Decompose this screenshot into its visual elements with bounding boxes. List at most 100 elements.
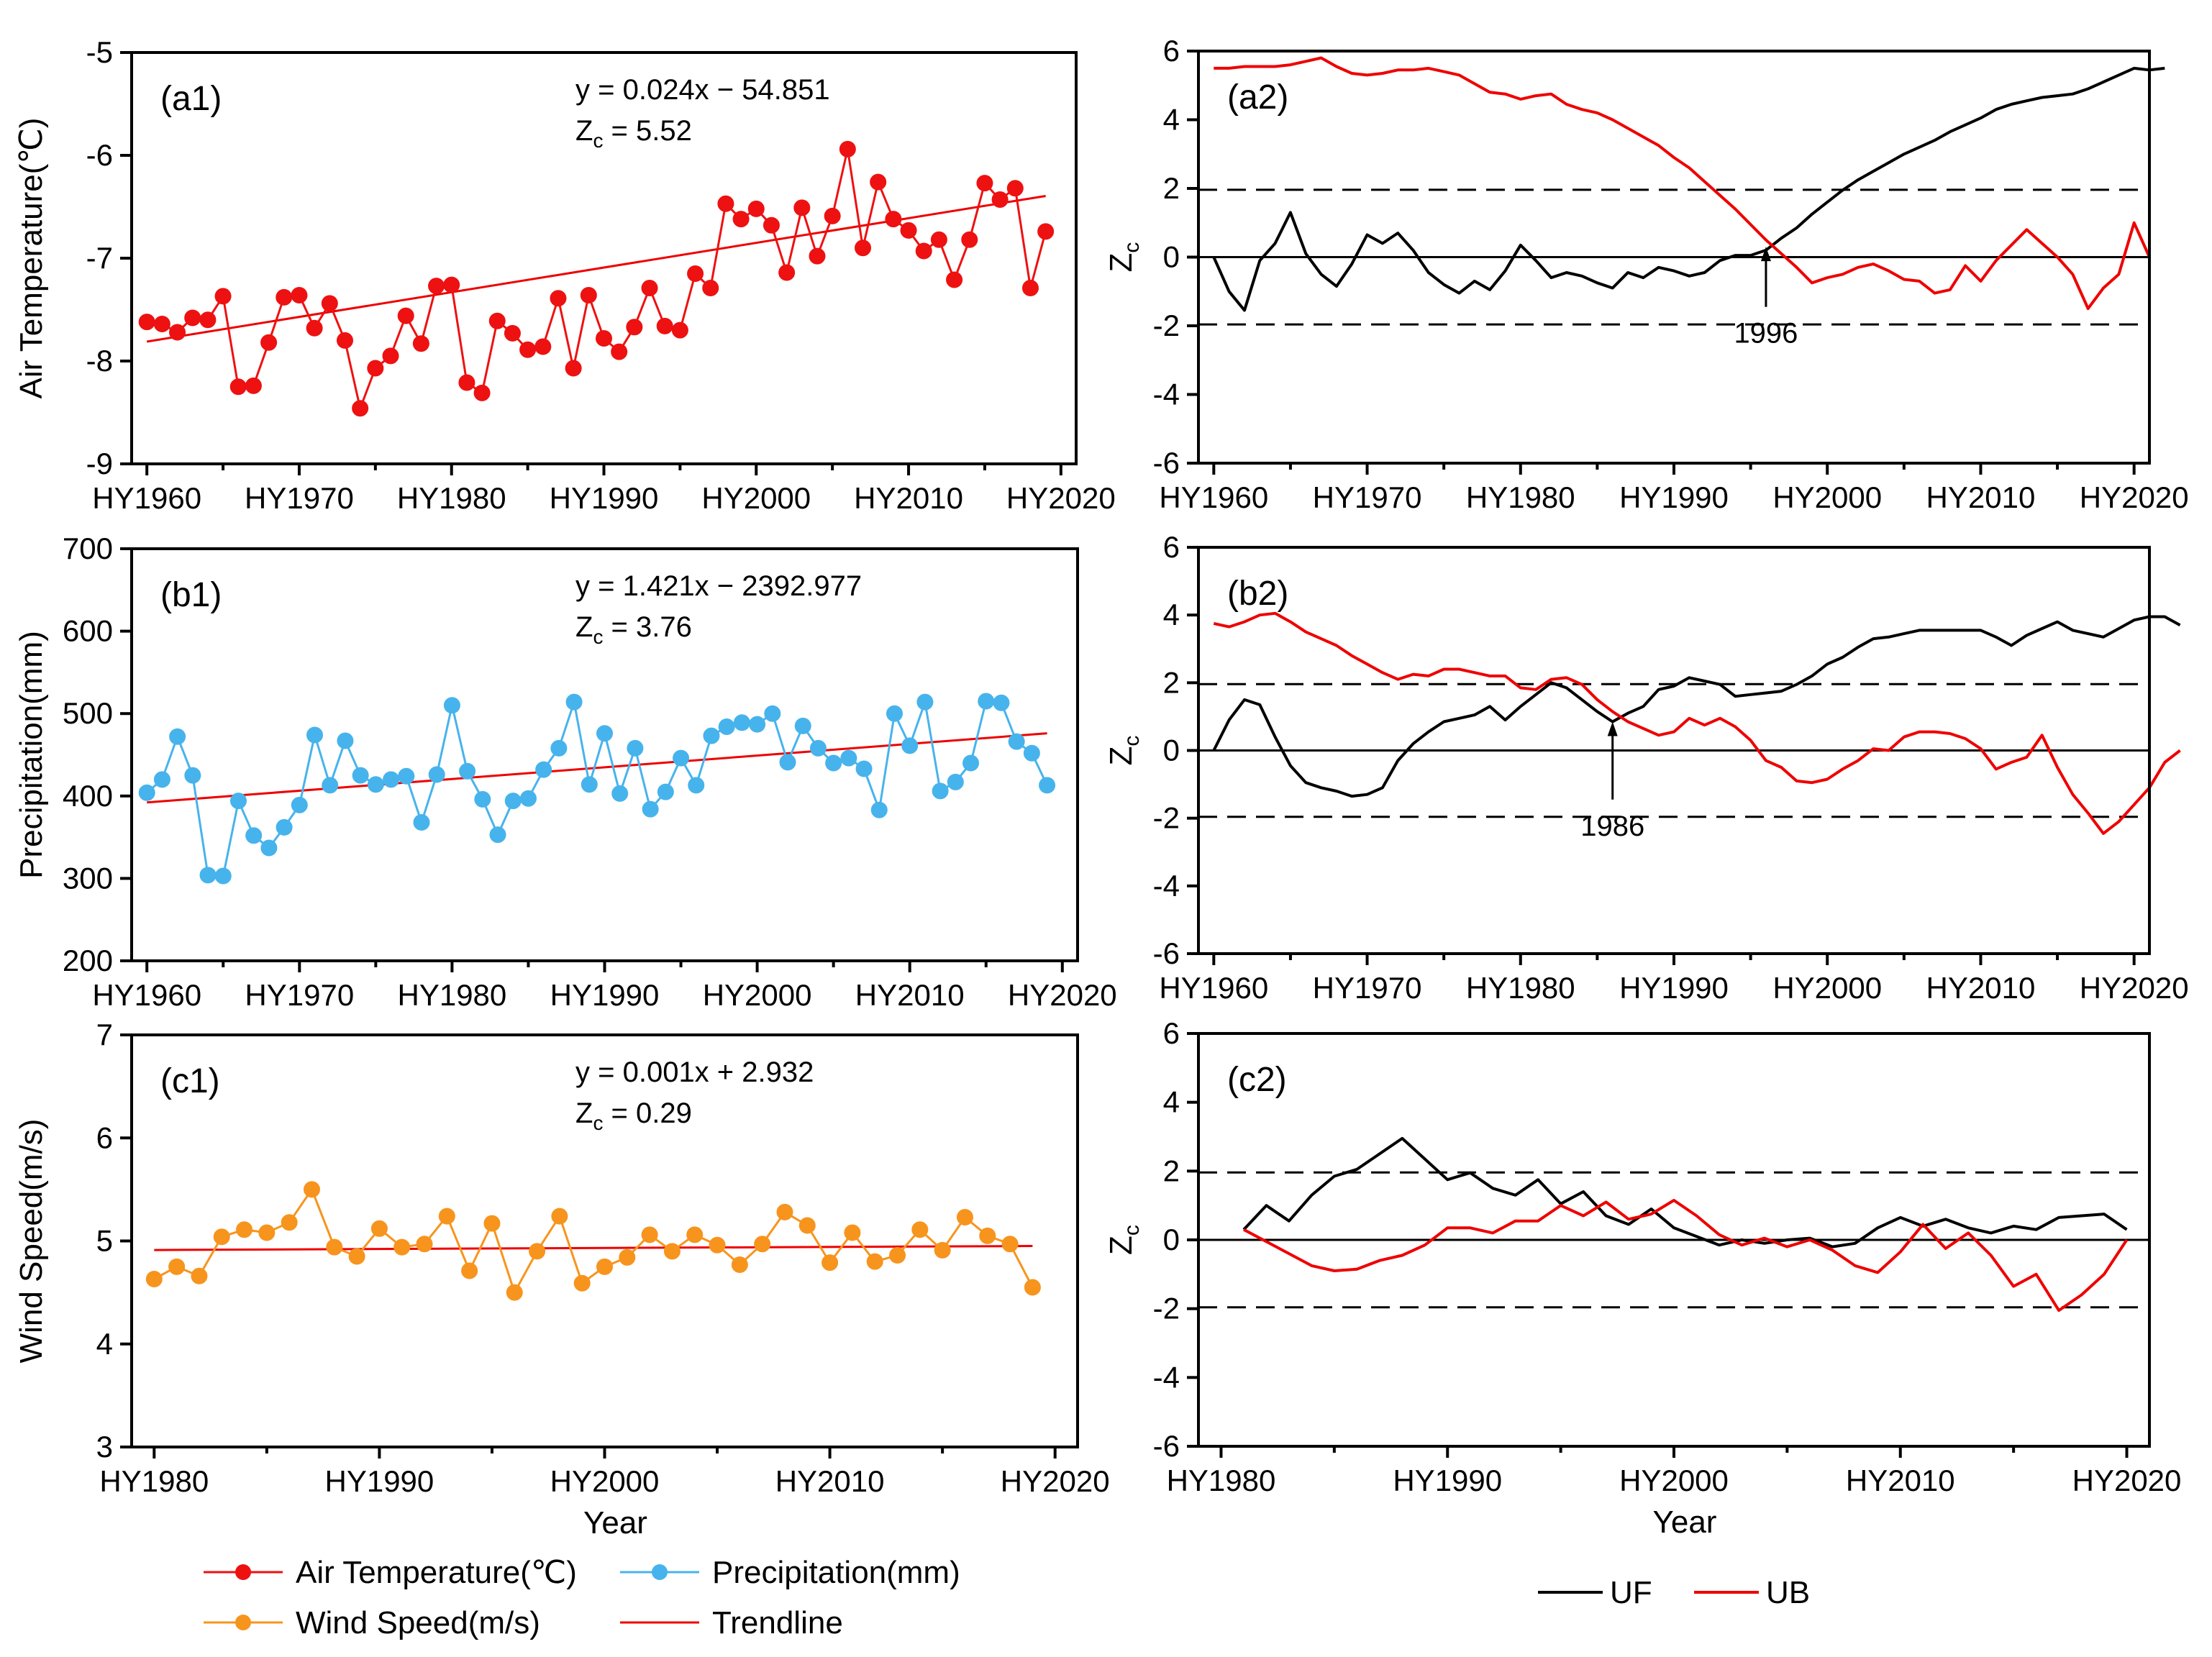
- data-point: [535, 761, 552, 778]
- data-point: [413, 813, 430, 831]
- y-axis-label: Wind Speed(m/s): [14, 1119, 49, 1364]
- data-point: [565, 693, 583, 711]
- data-point: [488, 312, 506, 329]
- panel-label: (a1): [160, 80, 222, 118]
- y-axis-label: Air Temperature(℃): [14, 118, 49, 399]
- x-tick-label: HY2010: [855, 978, 965, 1012]
- data-point: [245, 377, 262, 394]
- data-point: [551, 1208, 568, 1225]
- x-tick-label: HY1960: [1159, 480, 1268, 514]
- y-tick-label: -2: [1153, 309, 1180, 342]
- data-point: [889, 1247, 906, 1264]
- zc-annotation: Zc = 3.76: [575, 611, 692, 648]
- x-tick-label: HY1960: [1159, 971, 1268, 1005]
- zc-subscript: c: [593, 626, 603, 648]
- y-tick-label: -6: [1153, 936, 1180, 970]
- data-point: [519, 790, 537, 807]
- uf-line: [1212, 615, 2181, 798]
- data-point: [461, 1262, 478, 1279]
- data-point: [443, 697, 460, 714]
- data-point: [276, 818, 293, 836]
- data-point: [370, 1220, 388, 1237]
- y-tick-label: 6: [1163, 1016, 1180, 1050]
- data-point: [565, 360, 582, 377]
- data-point: [504, 324, 521, 342]
- data-point: [709, 1236, 726, 1254]
- y-axis-label-sub: c: [1120, 242, 1144, 253]
- data-point: [260, 334, 278, 351]
- panel-c2: -6 -4 -2 0 2 4 6 HY1980 HY1990 HY2000 HY2010 HY2020…: [1103, 1016, 2181, 1540]
- panel-label: (a2): [1227, 78, 1288, 117]
- y-tick-label: 0: [1163, 1223, 1180, 1256]
- x-tick-label: HY1960: [92, 978, 201, 1012]
- legend-label: Precipitation(mm): [712, 1555, 960, 1590]
- data-point: [291, 796, 308, 813]
- uf-line: [1212, 66, 2165, 312]
- legend-label: Wind Speed(m/s): [296, 1605, 540, 1640]
- legend-item: UF: [1538, 1575, 1652, 1610]
- plot-frame: [130, 547, 1079, 962]
- data-point: [809, 739, 827, 757]
- data-point: [991, 191, 1009, 208]
- data-point: [169, 324, 186, 341]
- x-axis-label: Year: [1653, 1505, 1717, 1540]
- data-point: [915, 242, 932, 260]
- y-tick-label: -6: [86, 138, 113, 172]
- legend-label: UF: [1610, 1575, 1652, 1610]
- data-point: [506, 1284, 523, 1301]
- data-point: [291, 286, 308, 303]
- zc-value: = 3.76: [603, 611, 691, 643]
- data-point: [866, 1253, 883, 1270]
- data-point: [245, 827, 263, 844]
- data-point: [322, 777, 339, 794]
- y-tick-label: 3: [96, 1430, 113, 1464]
- data-point: [657, 783, 674, 800]
- data-point: [169, 728, 186, 745]
- x-tick-label: HY1990: [1393, 1464, 1502, 1497]
- data-point: [229, 793, 247, 810]
- y-tick-label: 700: [63, 531, 113, 565]
- y-tick-label: -4: [1153, 869, 1180, 903]
- legend-right: UF UB: [1538, 1575, 1810, 1610]
- x-tick-label: HY2020: [1008, 978, 1117, 1012]
- y-tick-label: 300: [63, 861, 113, 895]
- data-point: [236, 1221, 253, 1238]
- data-point: [611, 343, 628, 360]
- data-point: [641, 279, 658, 296]
- data-point: [504, 793, 522, 810]
- data-point: [596, 330, 612, 347]
- trend-equation: y = 0.024x − 54.851: [575, 74, 830, 106]
- data-point: [191, 1267, 208, 1284]
- data-point: [145, 1271, 163, 1288]
- data-point: [844, 1224, 861, 1241]
- data-point: [749, 716, 766, 733]
- data-point: [993, 694, 1010, 711]
- x-tick-label: HY2010: [854, 481, 963, 515]
- data-point: [474, 790, 491, 808]
- ub-line: [1213, 611, 2181, 835]
- data-point: [870, 173, 887, 191]
- data-point: [138, 314, 155, 331]
- data-point: [747, 200, 765, 217]
- data-point: [458, 374, 475, 391]
- y-tick-label: 6: [1163, 34, 1180, 68]
- data-point: [367, 360, 384, 377]
- y-axis-label-sub: c: [1120, 1225, 1144, 1236]
- x-axis-label: Year: [583, 1505, 647, 1540]
- y-tick-label: 4: [1163, 103, 1180, 137]
- data-point: [276, 288, 293, 306]
- data-point: [642, 800, 659, 818]
- data-point: [794, 717, 811, 734]
- data-point: [1008, 733, 1025, 750]
- data-point: [229, 378, 247, 396]
- data-point: [397, 307, 414, 324]
- data-point: [489, 826, 506, 844]
- y-tick-label: -4: [1153, 378, 1180, 411]
- y-tick-label: -9: [86, 447, 113, 480]
- panel-label: (b2): [1227, 575, 1288, 613]
- data-point: [962, 754, 980, 772]
- data-point: [214, 288, 232, 305]
- data-point: [519, 341, 537, 358]
- data-point: [900, 222, 917, 239]
